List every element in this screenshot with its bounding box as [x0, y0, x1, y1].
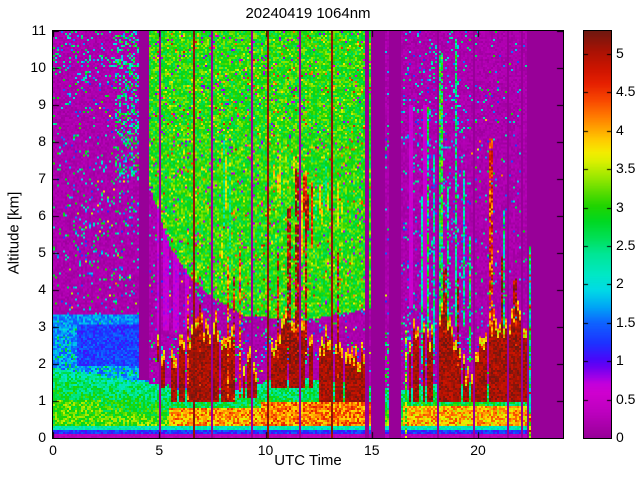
y-tick-label: 2	[38, 355, 46, 371]
colorbar-tick-label: 5	[616, 45, 624, 62]
y-tick-label: 8	[38, 133, 46, 149]
x-tick-label: 5	[155, 442, 164, 458]
x-axis-title: UTC Time	[274, 452, 342, 469]
x-tick-label: 0	[49, 442, 57, 458]
colorbar-tick-label: 4	[616, 121, 624, 138]
plot-area	[52, 30, 564, 439]
colorbar-tick-label: 0.5	[616, 390, 636, 407]
x-tick-label: 20	[470, 442, 486, 458]
colorbar-tick-label: 1	[616, 352, 624, 369]
y-tick-label: 5	[38, 244, 46, 260]
colorbar-tick-label: 1.5	[616, 313, 636, 330]
y-tick-label: 3	[38, 318, 46, 334]
heatmap-canvas	[53, 31, 563, 438]
y-tick-label: 6	[38, 207, 46, 223]
y-tick-labels: 0 1 2 3 4 5 6 7 8 9 10 11	[0, 0, 46, 480]
x-tick-labels: 0 5 10 15 20	[0, 442, 640, 462]
y-tick-label: 11	[31, 22, 46, 38]
colorbar-tick-label: 2.5	[616, 237, 636, 254]
colorbar-tick-labels: 0 0.5 1 1.5 2 2.5 3 3.5 4 4.5 5	[616, 0, 640, 480]
y-tick-label: 1	[38, 392, 46, 408]
y-tick-label: 9	[38, 96, 46, 112]
colorbar-tick-label: 3.5	[616, 160, 636, 177]
colorbar-tick-label: 4.5	[616, 83, 636, 100]
y-tick-label: 4	[38, 281, 46, 297]
colorbar-tick-label: 0	[616, 429, 624, 445]
y-tick-label: 0	[38, 429, 46, 445]
colorbar-tick-label: 3	[616, 198, 624, 215]
chart-title: 20240419 1064nm	[245, 5, 371, 22]
y-tick-label: 10	[30, 59, 46, 75]
colorbar-canvas	[584, 31, 611, 438]
x-tick-label: 15	[363, 442, 380, 458]
x-tick-label: 10	[257, 442, 274, 458]
colorbar-tick-label: 2	[616, 275, 624, 292]
colorbar	[583, 30, 612, 439]
y-tick-label: 7	[38, 170, 46, 186]
